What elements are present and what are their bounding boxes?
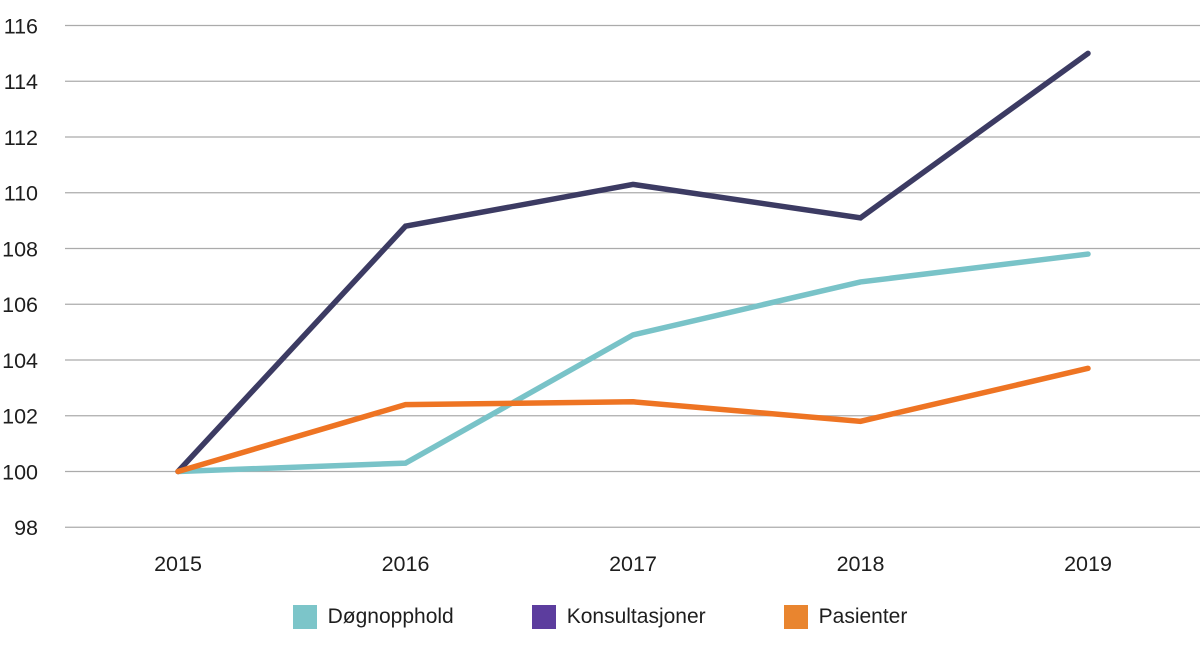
legend-swatch-pasienter xyxy=(783,605,808,629)
y-tick-label: 108 xyxy=(2,237,38,261)
x-tick-label: 2016 xyxy=(382,552,430,576)
legend-swatch-dognopphold xyxy=(292,605,317,629)
legend-swatch-konsultasjoner xyxy=(531,605,556,629)
x-tick-label: 2019 xyxy=(1064,552,1112,576)
series-line-døgnopphold xyxy=(175,251,1091,475)
chart-plot-area: 98 100 102 104 106 108 110 112 114 116 2015 2016 201… xyxy=(2,14,1200,576)
y-tick-label: 104 xyxy=(2,349,38,373)
legend-label-pasienter: Pasienter xyxy=(818,605,908,628)
y-tick-label: 98 xyxy=(14,516,38,540)
series-line-konsultasjoner xyxy=(175,50,1091,475)
y-tick-label: 102 xyxy=(2,405,38,429)
y-tick-label: 116 xyxy=(4,14,38,38)
y-tick-label: 114 xyxy=(4,70,38,94)
y-tick-label: 110 xyxy=(4,182,38,206)
y-tick-label: 106 xyxy=(2,293,38,317)
legend-item-konsultasjoner: Konsultasjoner xyxy=(531,605,706,629)
legend-item-dognopphold: Døgnopphold xyxy=(292,605,454,629)
x-tick-label: 2015 xyxy=(154,552,202,576)
legend-item-pasienter: Pasienter xyxy=(783,605,908,629)
x-tick-label: 2017 xyxy=(609,552,657,576)
chart-legend: Døgnopphold Konsultasjoner Pasienter xyxy=(0,605,1200,629)
series-line-pasienter xyxy=(175,365,1091,475)
legend-label-konsultasjoner: Konsultasjoner xyxy=(566,605,706,628)
y-tick-label: 100 xyxy=(2,460,38,484)
x-tick-label: 2018 xyxy=(837,552,885,576)
legend-label-dognopphold: Døgnopphold xyxy=(327,605,454,628)
y-tick-label: 112 xyxy=(4,126,38,150)
